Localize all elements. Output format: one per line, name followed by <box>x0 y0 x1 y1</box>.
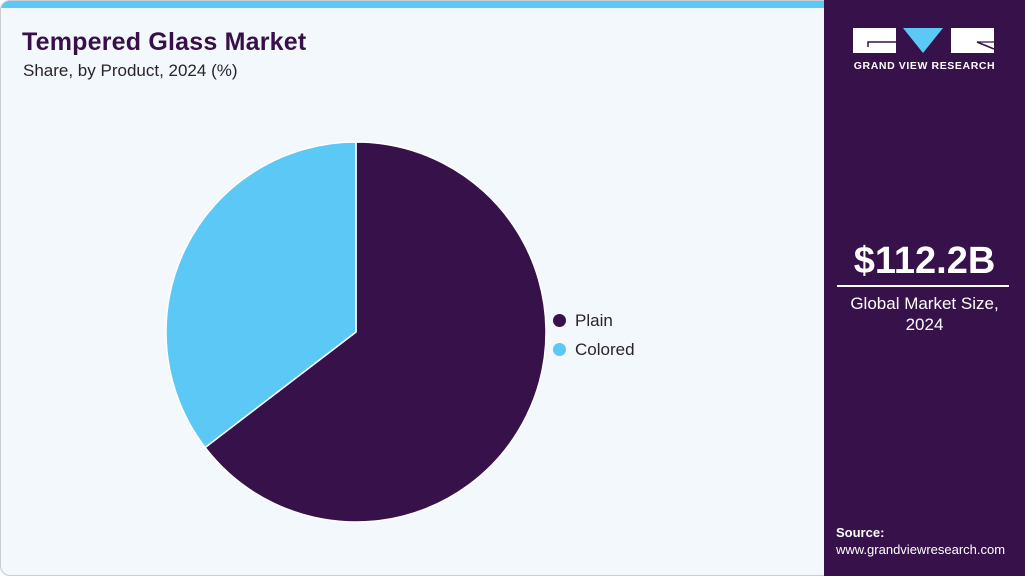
market-size-label-line2: 2024 <box>905 315 944 334</box>
legend-label: Plain <box>575 310 613 330</box>
pie-slice-colored <box>165 141 357 449</box>
legend-dot-icon <box>553 343 566 356</box>
chart-title: Tempered Glass Market <box>22 28 307 56</box>
market-size-label: Global Market Size, 2024 <box>824 293 1025 335</box>
accent-stripe <box>1 1 825 8</box>
legend: Plain Colored <box>553 306 635 364</box>
legend-item-colored: Colored <box>553 335 635 364</box>
legend-dot-icon <box>553 314 566 327</box>
pie-slice-plain <box>204 141 547 523</box>
legend-label: Colored <box>575 339 635 359</box>
source-link[interactable]: www.grandviewresearch.com <box>836 542 1006 557</box>
legend-item-plain: Plain <box>553 306 635 335</box>
market-size-label-line1: Global Market Size, <box>850 294 999 313</box>
pie-chart <box>165 141 547 523</box>
divider <box>837 285 1009 287</box>
chart-subtitle: Share, by Product, 2024 (%) <box>23 61 238 80</box>
source-label: Source: <box>836 525 885 540</box>
gvr-logo-icon <box>853 28 995 53</box>
brand-name: GRAND VIEW RESEARCH <box>853 60 996 72</box>
sidebar-panel: GRAND VIEW RESEARCH $112.2B Global Marke… <box>824 0 1025 576</box>
market-size-value: $112.2B <box>853 240 996 282</box>
